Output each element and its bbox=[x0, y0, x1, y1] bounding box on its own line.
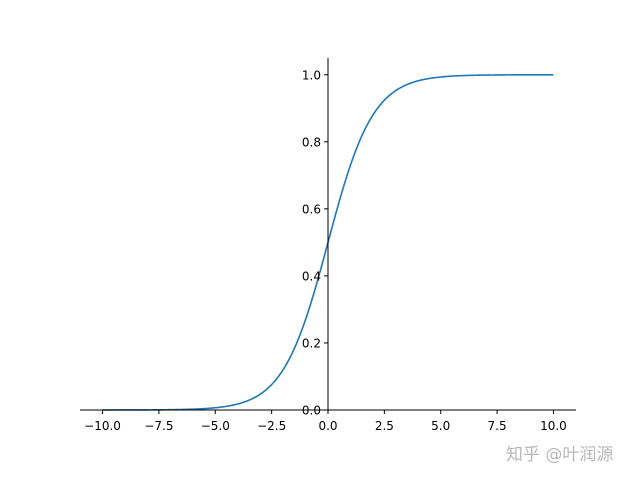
y-tick-label: 0.2 bbox=[302, 336, 321, 350]
y-tick-label: 1.0 bbox=[302, 68, 321, 82]
x-tick-label: −7.5 bbox=[144, 419, 173, 433]
x-tick-label: 0.0 bbox=[318, 419, 337, 433]
y-tick-label: 0.4 bbox=[302, 269, 321, 283]
y-tick-label: 0.8 bbox=[302, 135, 321, 149]
y-tick-label: 0.0 bbox=[302, 404, 321, 418]
x-tick-label: 2.5 bbox=[375, 419, 394, 433]
y-tick-label: 0.6 bbox=[302, 202, 321, 216]
x-tick-label: −5.0 bbox=[201, 419, 230, 433]
x-tick-label: 7.5 bbox=[488, 419, 507, 433]
x-tick-label: −10.0 bbox=[84, 419, 121, 433]
x-tick-label: 10.0 bbox=[540, 419, 567, 433]
x-tick-label: 5.0 bbox=[431, 419, 450, 433]
x-tick-label: −2.5 bbox=[257, 419, 286, 433]
watermark: 知乎 @叶润源 bbox=[506, 445, 614, 465]
